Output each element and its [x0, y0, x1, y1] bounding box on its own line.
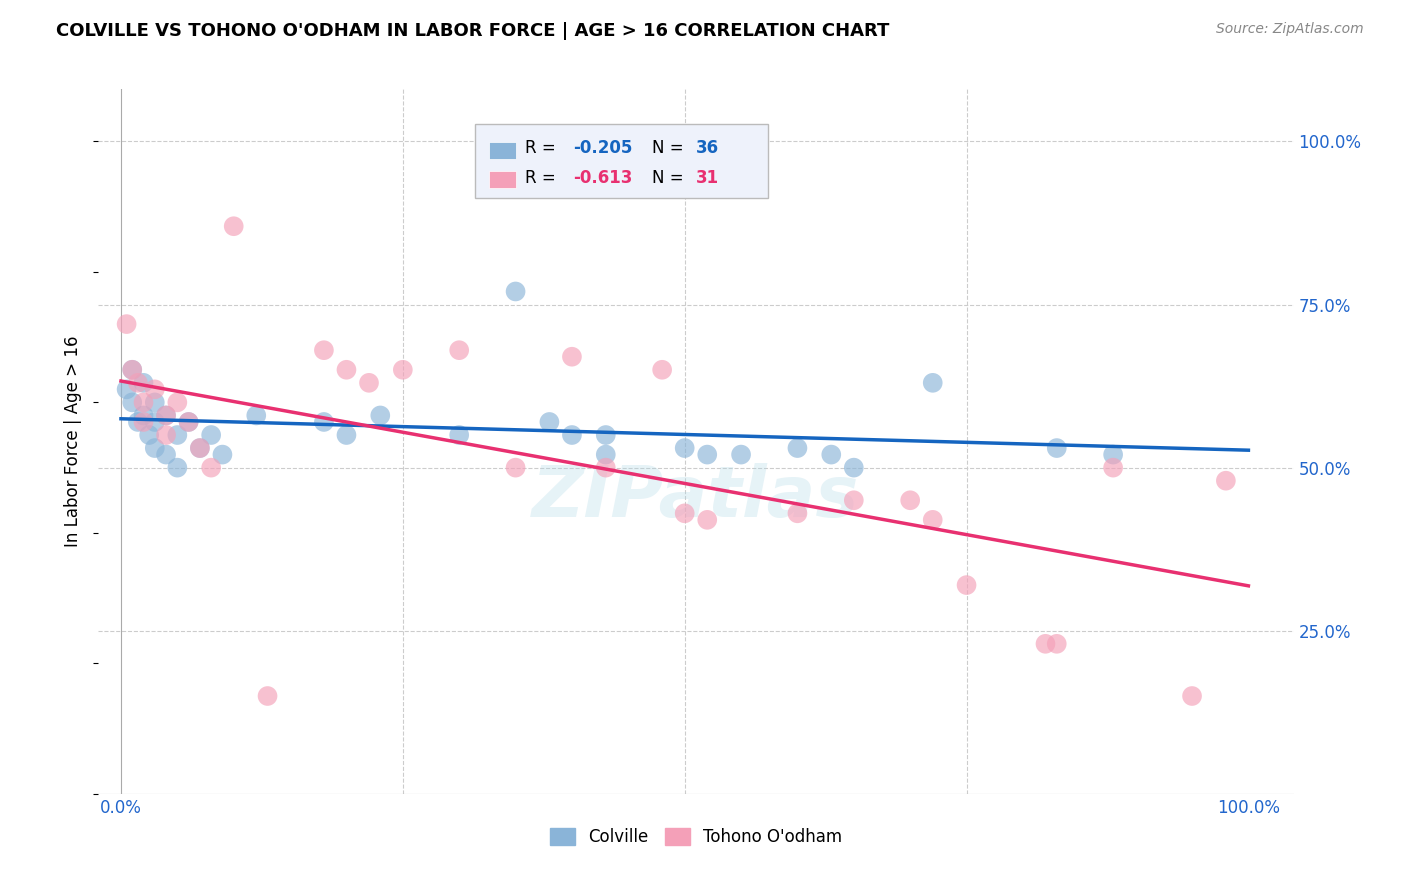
Point: [1215, 474, 1237, 488]
Point: [121, 363, 143, 377]
Point: [127, 376, 149, 390]
Point: [155, 409, 177, 423]
Point: [357, 376, 380, 390]
Point: [1035, 637, 1057, 651]
Point: [115, 382, 138, 396]
Point: [177, 415, 200, 429]
Point: [955, 578, 977, 592]
Text: R =: R =: [524, 169, 561, 186]
Point: [143, 441, 166, 455]
Point: [132, 376, 155, 390]
Point: [696, 448, 718, 462]
Bar: [489, 171, 516, 188]
Point: [449, 343, 471, 358]
Point: [166, 428, 188, 442]
Point: [696, 513, 718, 527]
Point: [1046, 441, 1069, 455]
Point: [561, 350, 583, 364]
Text: 31: 31: [696, 169, 718, 186]
Point: [143, 395, 166, 409]
Point: [898, 493, 921, 508]
Point: [595, 428, 617, 442]
Text: Source: ZipAtlas.com: Source: ZipAtlas.com: [1216, 22, 1364, 37]
Point: [595, 460, 617, 475]
Y-axis label: In Labor Force | Age > 16: In Labor Force | Age > 16: [65, 335, 83, 548]
Point: [177, 415, 200, 429]
Text: N =: N =: [652, 169, 689, 186]
Point: [449, 428, 471, 442]
Point: [132, 415, 155, 429]
Point: [1102, 460, 1125, 475]
Point: [505, 285, 527, 299]
Point: [368, 409, 391, 423]
Point: [1181, 689, 1204, 703]
Point: [256, 689, 278, 703]
Point: [200, 460, 222, 475]
Text: N =: N =: [652, 139, 689, 157]
Point: [115, 317, 138, 331]
Point: [132, 395, 155, 409]
Text: -0.205: -0.205: [572, 139, 633, 157]
Point: [312, 343, 335, 358]
Point: [842, 493, 865, 508]
Point: [143, 382, 166, 396]
Text: -0.613: -0.613: [572, 169, 633, 186]
Point: [730, 448, 752, 462]
Point: [1102, 448, 1125, 462]
Point: [921, 513, 943, 527]
Point: [188, 441, 211, 455]
Point: [200, 428, 222, 442]
Legend: Colville, Tohono O'odham: Colville, Tohono O'odham: [543, 821, 849, 853]
Point: [143, 415, 166, 429]
Point: [1046, 637, 1069, 651]
Point: [561, 428, 583, 442]
Point: [222, 219, 245, 234]
Point: [121, 363, 143, 377]
Point: [155, 428, 177, 442]
Point: [155, 409, 177, 423]
Point: [651, 363, 673, 377]
Point: [595, 448, 617, 462]
Point: [188, 441, 211, 455]
Point: [127, 415, 149, 429]
Point: [166, 395, 188, 409]
Text: 36: 36: [696, 139, 718, 157]
Point: [673, 441, 696, 455]
FancyBboxPatch shape: [475, 124, 768, 198]
Point: [138, 428, 160, 442]
Point: [786, 506, 808, 520]
Point: [392, 363, 415, 377]
Text: COLVILLE VS TOHONO O'ODHAM IN LABOR FORCE | AGE > 16 CORRELATION CHART: COLVILLE VS TOHONO O'ODHAM IN LABOR FORC…: [56, 22, 890, 40]
Point: [245, 409, 267, 423]
Point: [132, 409, 155, 423]
Bar: [489, 142, 516, 159]
Point: [673, 506, 696, 520]
Point: [505, 460, 527, 475]
Point: [155, 448, 177, 462]
Point: [820, 448, 842, 462]
Point: [921, 376, 943, 390]
Point: [335, 428, 357, 442]
Point: [166, 460, 188, 475]
Point: [211, 448, 233, 462]
Point: [312, 415, 335, 429]
Text: ZIPatlas: ZIPatlas: [533, 464, 859, 533]
Point: [121, 395, 143, 409]
Text: R =: R =: [524, 139, 561, 157]
Point: [538, 415, 561, 429]
Point: [335, 363, 357, 377]
Point: [786, 441, 808, 455]
Point: [842, 460, 865, 475]
